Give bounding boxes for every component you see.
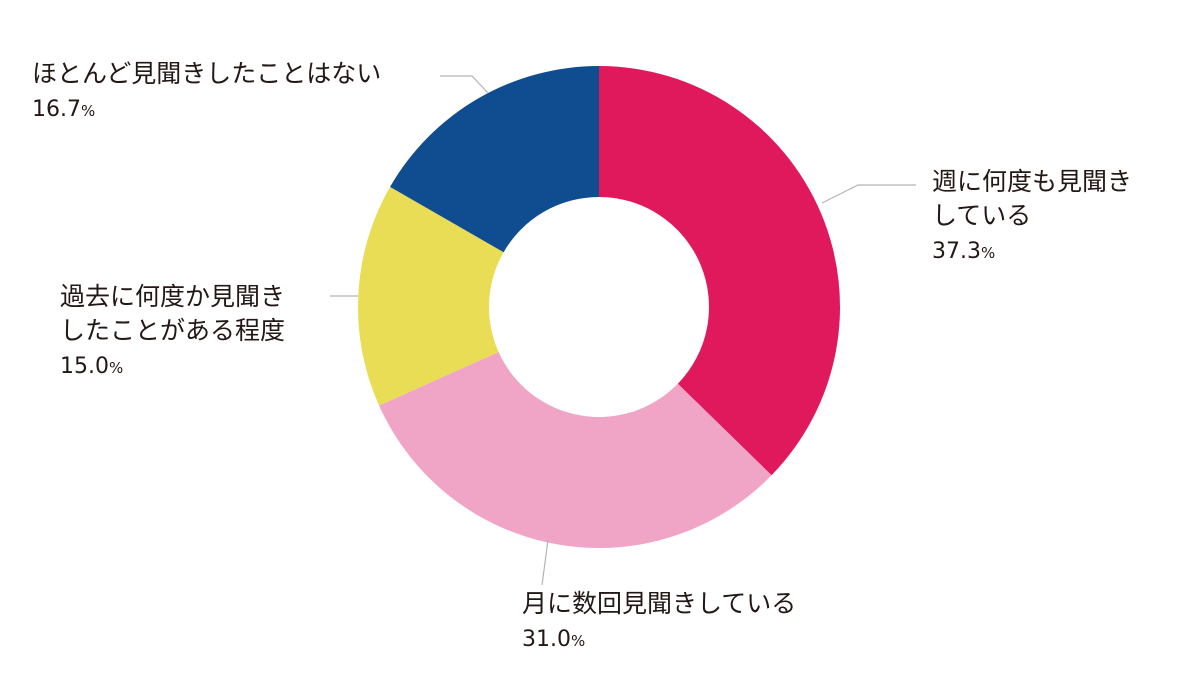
donut-slice-2 (379, 351, 772, 548)
slice-value-label-1: 37.3% (932, 239, 995, 264)
slice-label-2-line-1: 月に数回見聞きしている (522, 589, 796, 618)
leader-lines (330, 75, 916, 586)
donut-slice-4 (390, 65, 599, 253)
slice-label-3-line-1: 過去に何度か見聞き (60, 282, 285, 311)
slices-layer (358, 65, 841, 548)
leader-line-4 (440, 75, 489, 94)
slice-label-4-line-1: ほとんど見聞きしたことはない (32, 59, 381, 88)
leader-line-1 (821, 184, 916, 204)
leader-line-2 (541, 539, 549, 586)
donut-slice-1 (599, 66, 841, 476)
slice-value-label-4: 16.7% (32, 97, 95, 122)
donut-slice-3 (358, 186, 504, 406)
slice-label-3-line-2: したことがある程度 (60, 316, 285, 345)
slice-value-label-3: 15.0% (60, 354, 123, 379)
slice-label-1-line-2: している (932, 201, 1031, 230)
slice-value-label-2: 31.0% (522, 627, 585, 652)
slice-label-1-line-1: 週に何度も見聞き (932, 167, 1132, 196)
